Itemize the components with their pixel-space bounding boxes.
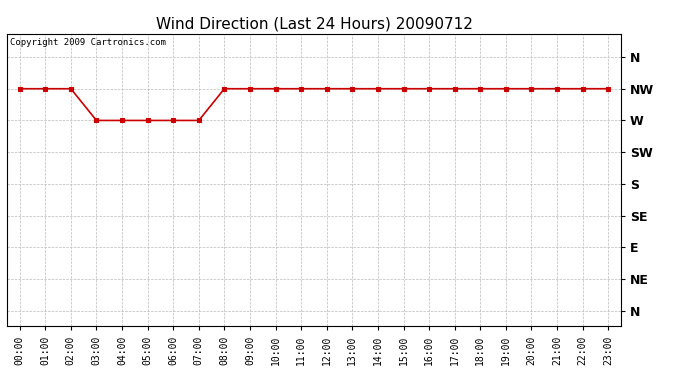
Title: Wind Direction (Last 24 Hours) 20090712: Wind Direction (Last 24 Hours) 20090712 <box>155 16 473 31</box>
Text: Copyright 2009 Cartronics.com: Copyright 2009 Cartronics.com <box>10 38 166 47</box>
